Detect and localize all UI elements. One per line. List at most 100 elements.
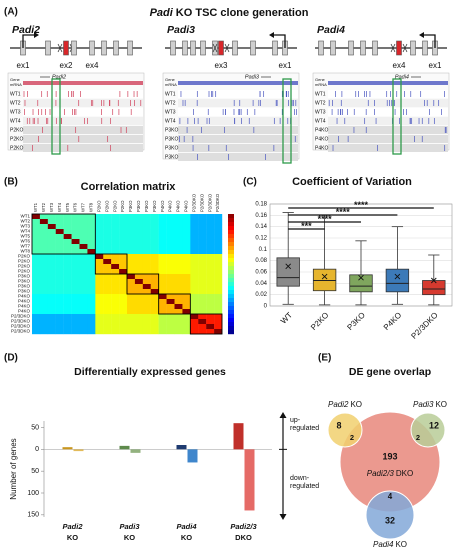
colorbar [228,278,234,283]
heat-cell [55,254,64,260]
heat-cell [39,314,49,320]
heat-cell [166,264,175,270]
heat-cell [111,329,120,335]
x-tick-label: P3KO [345,311,366,332]
colorbar [228,270,234,275]
heat-cell [142,239,151,245]
direction-label: down- [290,475,310,482]
heat-cell [190,279,199,285]
heat-cell [174,259,183,265]
heat-cell [206,284,215,290]
heat-cell [63,249,72,255]
heat-cell [158,294,167,300]
track-gene: Padi2 [52,74,66,80]
col-label: WT1 [33,202,38,212]
set-name: Padi2/3 DKO [367,469,413,478]
heat-cell [103,269,112,275]
exon [410,40,416,56]
y-tick-label: 50 [31,424,39,431]
tss-arrowhead [34,32,39,38]
heat-cell [158,259,167,265]
heat-cell [190,309,199,315]
tss-arrow [422,34,436,48]
heat-cell [150,314,159,320]
heat-cell [206,244,215,250]
row-label: WT8 [21,249,31,254]
heat-cell [142,229,151,235]
deleted-region [392,78,402,155]
x-tick-label: KO [124,533,135,542]
heat-cell [79,329,88,335]
heat-cell [142,299,151,305]
colorbar [228,246,234,251]
heat-cell [190,319,199,325]
tss-arrow [272,34,286,48]
heat-cell [103,279,112,285]
heat-cell [111,284,120,290]
bar [73,449,84,452]
colorbar [228,226,234,231]
heat-cell [87,224,96,230]
heat-cell [198,259,207,265]
heat-cell [71,239,80,245]
heat-cell [32,329,41,335]
y-tick-label: 0.04 [255,281,267,287]
heat-cell [174,264,183,270]
heat-cell [166,329,175,335]
colorbar [228,234,234,239]
heat-cell [39,304,49,310]
heat-cell [71,284,80,290]
heat-cell [142,289,151,295]
heat-cell [182,244,191,250]
panel-label: (E) [318,353,331,364]
heat-cell [87,239,96,245]
heat-cell [32,229,41,235]
heat-cell [95,259,104,265]
track-row-label: P4KO [315,145,328,151]
heat-cell [158,244,167,250]
track-row [23,99,143,107]
heat-cell [158,324,167,330]
plot-frame [269,203,453,307]
heat-cell [111,219,120,225]
x-tick-label: WT [279,310,294,325]
set-name-italic: Padi3 [413,400,434,409]
heat-cell [174,229,183,235]
heat-cell [142,249,151,255]
panel-title: Correlation matrix [81,181,177,193]
exon [190,40,196,56]
heat-cell [158,264,167,270]
heat-cell [166,294,175,300]
heat-cell [47,229,56,235]
colorbar [228,258,234,263]
row-label: WT1 [21,214,31,219]
heat-cell [32,299,41,305]
heat-cell [214,239,223,245]
cut-mark [402,43,408,53]
heat-cell [150,259,159,265]
track-row [328,135,448,143]
heat-cell [103,304,112,310]
heat-cell [158,249,167,255]
row-label: P2KO [18,269,31,274]
heat-cell [182,279,191,285]
set-name-rest: KO [350,400,362,409]
y-tick-label: 0.14 [255,224,267,230]
heat-cell [182,239,191,245]
heat-cell [134,294,144,300]
cut-mark [390,43,396,53]
track-row [23,90,143,98]
set-name: Padi2 KO [328,400,362,409]
heat-cell [55,234,64,240]
track-header: mRNA [165,82,177,87]
heat-cell [63,214,72,220]
heat-cell [182,284,191,290]
heat-cell [39,289,49,295]
heat-cell [63,244,72,250]
heat-cell [87,274,96,280]
heat-cell [127,324,136,330]
x-tick-label: Padi4 [176,522,197,531]
heat-cell [142,319,151,325]
heat-cell [103,219,112,225]
heat-cell [214,309,223,315]
